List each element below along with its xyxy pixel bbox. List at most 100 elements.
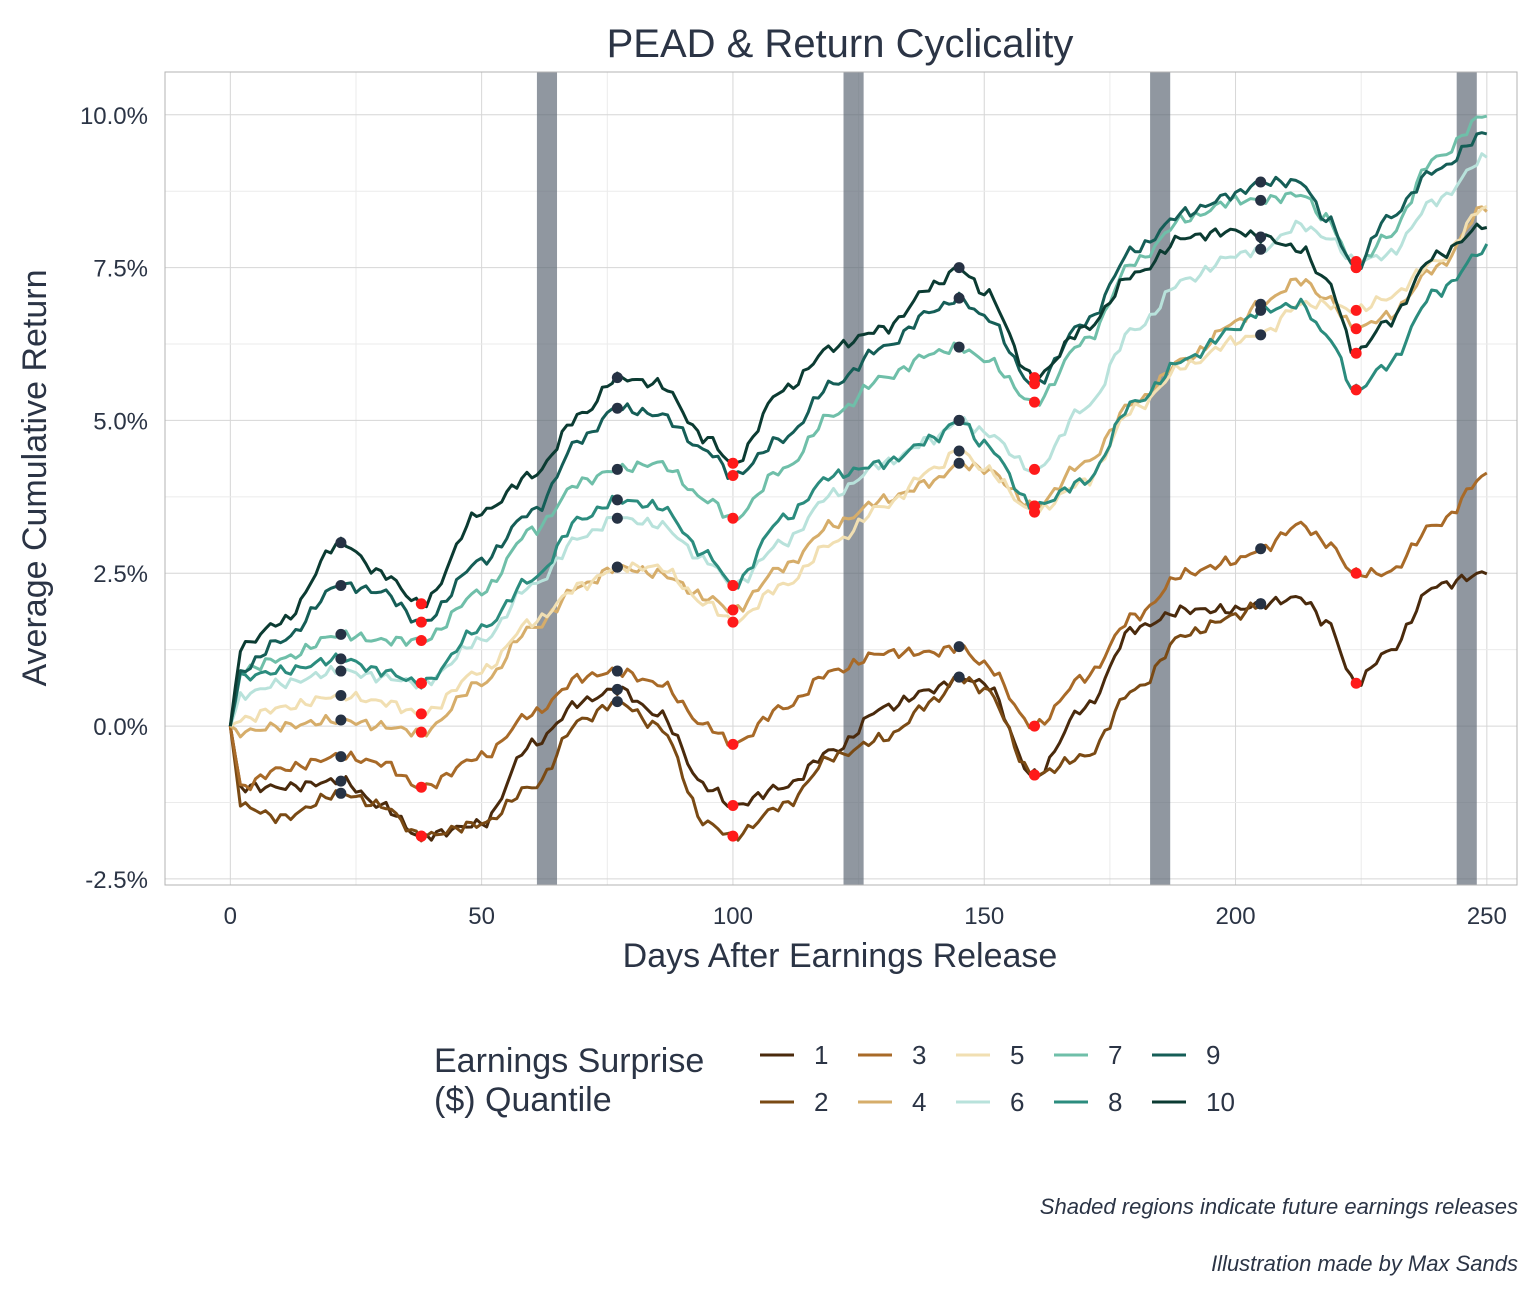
legend-label-q1: 1	[814, 1040, 828, 1070]
peak-point	[611, 683, 623, 695]
trough-point	[415, 830, 427, 842]
peak-point	[335, 690, 347, 702]
legend-label-q2: 2	[814, 1087, 828, 1117]
peak-point	[335, 537, 347, 549]
trough-point	[727, 512, 739, 524]
trough-point	[1350, 567, 1362, 579]
legend-label-q10: 10	[1206, 1087, 1235, 1117]
peak-point	[335, 714, 347, 726]
trough-point	[1350, 323, 1362, 335]
extrema-points	[335, 176, 1362, 842]
y-tick-label: 5.0%	[93, 408, 148, 435]
trough-point	[727, 579, 739, 591]
trough-point	[415, 616, 427, 628]
series-line-q10	[228, 222, 1488, 727]
legend-title-line2: ($) Quantile	[434, 1081, 612, 1119]
trough-point	[727, 604, 739, 616]
peak-point	[335, 665, 347, 677]
trough-point	[1029, 396, 1041, 408]
trough-point	[1350, 677, 1362, 689]
shaded-regions	[536, 72, 1477, 885]
earnings-release-shade	[1150, 72, 1171, 885]
peak-point	[611, 512, 623, 524]
peak-point	[335, 579, 347, 591]
peak-point	[1255, 243, 1267, 255]
peak-point	[335, 751, 347, 763]
earnings-release-shade	[843, 72, 864, 885]
series-line-q1	[228, 570, 1488, 842]
trough-point	[727, 457, 739, 469]
legend-label-q4: 4	[912, 1087, 926, 1117]
peak-point	[953, 414, 965, 426]
trough-point	[1029, 463, 1041, 475]
earnings-release-shade	[536, 72, 558, 885]
trough-point	[1029, 769, 1041, 781]
peak-point	[953, 641, 965, 653]
peak-point	[611, 372, 623, 384]
legend-label-q8: 8	[1108, 1087, 1122, 1117]
trough-point	[727, 800, 739, 812]
peak-point	[1255, 543, 1267, 555]
legend-title-line1: Earnings Surprise	[434, 1042, 704, 1080]
earnings-release-shade	[1456, 72, 1477, 885]
trough-point	[727, 830, 739, 842]
x-tick-label: 100	[713, 903, 753, 930]
peak-point	[335, 628, 347, 640]
legend-label-q5: 5	[1010, 1040, 1024, 1070]
series-line-q9	[228, 131, 1488, 727]
x-tick-label: 200	[1216, 903, 1256, 930]
x-axis-ticks: 0 50 100 150 200 250	[224, 903, 1507, 930]
peak-point	[1255, 304, 1267, 316]
peak-point	[953, 262, 965, 274]
x-tick-label: 250	[1467, 903, 1507, 930]
y-tick-label: 10.0%	[80, 103, 148, 130]
y-tick-label: 0.0%	[93, 714, 148, 741]
plot-area	[164, 71, 1518, 886]
caption-shaded-note: Shaded regions indicate future earnings …	[1040, 1194, 1518, 1219]
trough-point	[727, 738, 739, 750]
trough-point	[415, 598, 427, 610]
legend: Earnings Surprise ($) Quantile 1 2 3 4 5 6 7 8 9…	[434, 1040, 1235, 1119]
peak-point	[953, 671, 965, 683]
peak-point	[1255, 598, 1267, 610]
series-lines	[228, 114, 1489, 843]
x-tick-label: 0	[224, 903, 237, 930]
peak-point	[1255, 176, 1267, 188]
legend-label-q9: 9	[1206, 1040, 1220, 1070]
x-tick-label: 50	[468, 903, 495, 930]
legend-items: 1 2 3 4 5 6 7 8 9 10	[760, 1040, 1235, 1117]
trough-point	[1350, 347, 1362, 359]
trough-point	[415, 677, 427, 689]
trough-point	[415, 726, 427, 738]
trough-point	[415, 781, 427, 793]
legend-label-q6: 6	[1010, 1087, 1024, 1117]
peak-point	[953, 457, 965, 469]
peak-point	[611, 561, 623, 573]
y-axis-label: Average Cumulative Return	[16, 269, 54, 686]
peak-point	[335, 787, 347, 799]
peak-point	[611, 665, 623, 677]
series-line-q8	[228, 243, 1489, 727]
peak-point	[335, 775, 347, 787]
peak-point	[611, 696, 623, 708]
chart-title: PEAD & Return Cyclicality	[607, 22, 1074, 66]
y-axis-ticks: -2.5% 0.0% 2.5% 5.0% 7.5% 10.0%	[80, 103, 148, 894]
trough-point	[1029, 372, 1041, 384]
peak-point	[611, 494, 623, 506]
legend-label-q7: 7	[1108, 1040, 1122, 1070]
grid-lines	[165, 72, 1517, 885]
trough-point	[1350, 262, 1362, 274]
y-tick-label: 7.5%	[93, 256, 148, 283]
series-line-q2	[228, 601, 1262, 843]
trough-point	[1029, 500, 1041, 512]
peak-point	[953, 292, 965, 304]
trough-point	[1350, 304, 1362, 316]
trough-point	[1350, 384, 1362, 396]
peak-point	[611, 463, 623, 475]
peak-point	[953, 445, 965, 457]
series-line-q7	[228, 114, 1488, 727]
peak-point	[1255, 194, 1267, 206]
x-tick-label: 150	[964, 903, 1004, 930]
